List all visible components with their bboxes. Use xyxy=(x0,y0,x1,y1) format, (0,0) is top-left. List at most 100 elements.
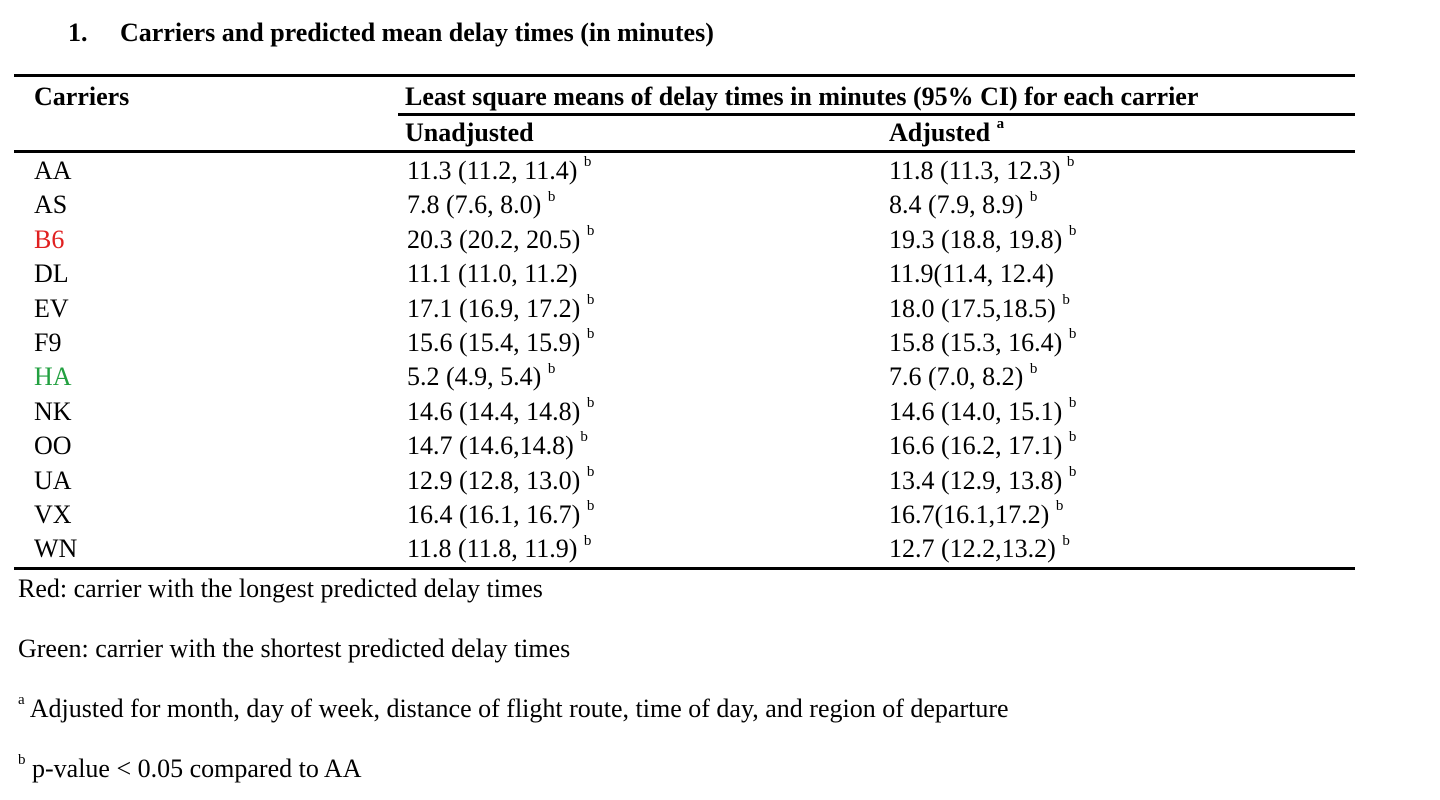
unadjusted-cell: 11.3 (11.2, 11.4) b xyxy=(407,154,591,188)
carrier-cell: NK xyxy=(34,396,72,426)
carrier-cell: AA xyxy=(34,156,72,185)
table-row: NK 14.6 (14.4, 14.8) b 14.6 (14.0, 15.1) b xyxy=(0,395,1440,429)
table-bottom-rule xyxy=(14,567,1355,570)
note-b-mark: b xyxy=(18,752,26,769)
note-b: b p-value < 0.05 compared to AA xyxy=(18,752,362,784)
adjusted-cell: 18.0 (17.5,18.5) b xyxy=(889,292,1070,326)
adjusted-cell: 16.7(16.1,17.2) b xyxy=(889,498,1063,532)
carrier-cell: F9 xyxy=(34,327,62,357)
adjusted-cell: 19.3 (18.8, 19.8) b xyxy=(889,223,1076,257)
carrier-cell: UA xyxy=(34,465,72,495)
table-title-text: Carriers and predicted mean delay times … xyxy=(120,18,714,47)
unadjusted-value: 11.1 (11.0, 11.2) xyxy=(407,259,578,289)
adjusted-value: 16.6 (16.2, 17.1) xyxy=(889,431,1063,461)
adjusted-footnote-mark: b xyxy=(1066,154,1075,171)
unadjusted-footnote-mark: b xyxy=(547,188,556,205)
adjusted-value: 8.4 (7.9, 8.9) xyxy=(889,190,1024,220)
unadjusted-cell: 11.8 (11.8, 11.9) b xyxy=(407,532,591,566)
table-row: DL 11.1 (11.0, 11.2) 11.9(11.4, 12.4) xyxy=(0,257,1440,291)
table-row: AA 11.3 (11.2, 11.4) b 11.8 (11.3, 12.3) b xyxy=(0,154,1440,188)
table-row: VX 16.4 (16.1, 16.7) b 16.7(16.1,17.2) b xyxy=(0,498,1440,532)
table-row: AS 7.8 (7.6, 8.0) b 8.4 (7.9, 8.9) b xyxy=(0,188,1440,222)
unadjusted-value: 14.6 (14.4, 14.8) xyxy=(407,396,581,426)
adjusted-cell: 8.4 (7.9, 8.9) b xyxy=(889,188,1037,222)
unadjusted-footnote-mark: b xyxy=(586,498,595,515)
adjusted-value: 11.8 (11.3, 12.3) xyxy=(889,156,1061,185)
unadjusted-value: 12.9 (12.8, 13.0) xyxy=(407,465,581,495)
header-adjusted-footnote-mark: a xyxy=(996,116,1005,133)
unadjusted-cell: 7.8 (7.6, 8.0) b xyxy=(407,188,555,222)
unadjusted-cell: 15.6 (15.4, 15.9) b xyxy=(407,326,594,360)
table-row: B6 20.3 (20.2, 20.5) b 19.3 (18.8, 19.8) b xyxy=(0,223,1440,257)
note-red: Red: carrier with the longest predicted … xyxy=(18,574,543,603)
table-top-rule xyxy=(14,74,1355,77)
adjusted-value: 11.9(11.4, 12.4) xyxy=(889,259,1054,289)
unadjusted-footnote-mark: b xyxy=(583,154,592,171)
unadjusted-footnote-mark: b xyxy=(586,326,595,343)
carrier-cell: B6 xyxy=(34,224,65,254)
unadjusted-footnote-mark: b xyxy=(586,395,595,412)
adjusted-cell: 11.9(11.4, 12.4) xyxy=(889,257,1054,291)
table-row: HA 5.2 (4.9, 5.4) b 7.6 (7.0, 8.2) b xyxy=(0,360,1440,394)
adjusted-footnote-mark: b xyxy=(1062,291,1070,308)
unadjusted-value: 11.8 (11.8, 11.9) xyxy=(407,534,578,564)
table-row: OO 14.7 (14.6,14.8) b 16.6 (16.2, 17.1) b xyxy=(0,429,1440,463)
adjusted-footnote-mark: b xyxy=(1055,498,1064,515)
unadjusted-cell: 16.4 (16.1, 16.7) b xyxy=(407,498,594,532)
unadjusted-value: 7.8 (7.6, 8.0) xyxy=(407,190,542,220)
adjusted-value: 15.8 (15.3, 16.4) xyxy=(889,327,1063,357)
header-bottom-rule xyxy=(14,150,1355,153)
carrier-cell: WN xyxy=(34,534,78,564)
adjusted-footnote-mark: b xyxy=(1029,188,1038,205)
adjusted-footnote-mark: b xyxy=(1029,360,1038,377)
adjusted-cell: 15.8 (15.3, 16.4) b xyxy=(889,326,1076,360)
unadjusted-footnote-mark: b xyxy=(586,223,595,240)
unadjusted-footnote-mark: b xyxy=(586,463,595,480)
table-body: AA 11.3 (11.2, 11.4) b 11.8 (11.3, 12.3) b… xyxy=(0,154,1440,567)
unadjusted-footnote-mark: b xyxy=(547,360,556,377)
unadjusted-value: 15.6 (15.4, 15.9) xyxy=(407,327,581,357)
adjusted-cell: 13.4 (12.9, 13.8) b xyxy=(889,464,1076,498)
adjusted-footnote-mark: b xyxy=(1068,463,1077,480)
note-a-text: Adjusted for month, day of week, distanc… xyxy=(24,694,1009,723)
adjusted-cell: 14.6 (14.0, 15.1) b xyxy=(889,395,1076,429)
note-green: Green: carrier with the shortest predict… xyxy=(18,634,571,663)
adjusted-footnote-mark: b xyxy=(1068,395,1077,412)
header-group-rule xyxy=(398,113,1355,116)
note-a: a Adjusted for month, day of week, dista… xyxy=(18,692,1009,724)
adjusted-value: 16.7(16.1,17.2) xyxy=(889,499,1050,529)
unadjusted-cell: 14.6 (14.4, 14.8) b xyxy=(407,395,594,429)
carrier-cell: DL xyxy=(34,259,69,289)
adjusted-footnote-mark: b xyxy=(1068,223,1077,240)
unadjusted-cell: 17.1 (16.9, 17.2) b xyxy=(407,292,594,326)
unadjusted-cell: 14.7 (14.6,14.8) b xyxy=(407,429,588,463)
table-title: 1. Carriers and predicted mean delay time… xyxy=(68,18,714,48)
header-adjusted: Adjusted a xyxy=(889,116,1005,148)
table-row: EV 17.1 (16.9, 17.2) b 18.0 (17.5,18.5) b xyxy=(0,292,1440,326)
adjusted-value: 19.3 (18.8, 19.8) xyxy=(889,224,1063,254)
unadjusted-value: 17.1 (16.9, 17.2) xyxy=(407,293,581,323)
note-b-text: p-value < 0.05 compared to AA xyxy=(25,754,362,783)
adjusted-value: 12.7 (12.2,13.2) xyxy=(889,534,1056,564)
carrier-cell: OO xyxy=(34,431,72,461)
table-row: F9 15.6 (15.4, 15.9) b 15.8 (15.3, 16.4) b xyxy=(0,326,1440,360)
adjusted-cell: 7.6 (7.0, 8.2) b xyxy=(889,360,1037,394)
header-carriers: Carriers xyxy=(34,82,130,111)
table-row: WN 11.8 (11.8, 11.9) b 12.7 (12.2,13.2) b xyxy=(0,532,1440,566)
unadjusted-value: 14.7 (14.6,14.8) xyxy=(407,431,574,461)
adjusted-value: 18.0 (17.5,18.5) xyxy=(889,293,1056,323)
unadjusted-cell: 20.3 (20.2, 20.5) b xyxy=(407,223,594,257)
unadjusted-value: 16.4 (16.1, 16.7) xyxy=(407,499,581,529)
unadjusted-footnote-mark: b xyxy=(586,291,595,308)
adjusted-cell: 12.7 (12.2,13.2) b xyxy=(889,532,1070,566)
carrier-cell: HA xyxy=(34,362,72,392)
header-adjusted-label: Adjusted xyxy=(889,118,991,147)
carrier-cell: AS xyxy=(34,190,68,220)
adjusted-value: 13.4 (12.9, 13.8) xyxy=(889,465,1063,495)
unadjusted-footnote-mark: b xyxy=(580,429,588,446)
note-a-mark: a xyxy=(18,692,25,709)
carrier-cell: EV xyxy=(34,293,69,323)
unadjusted-value: 5.2 (4.9, 5.4) xyxy=(407,362,542,392)
adjusted-footnote-mark: b xyxy=(1062,532,1070,549)
unadjusted-footnote-mark: b xyxy=(583,532,592,549)
